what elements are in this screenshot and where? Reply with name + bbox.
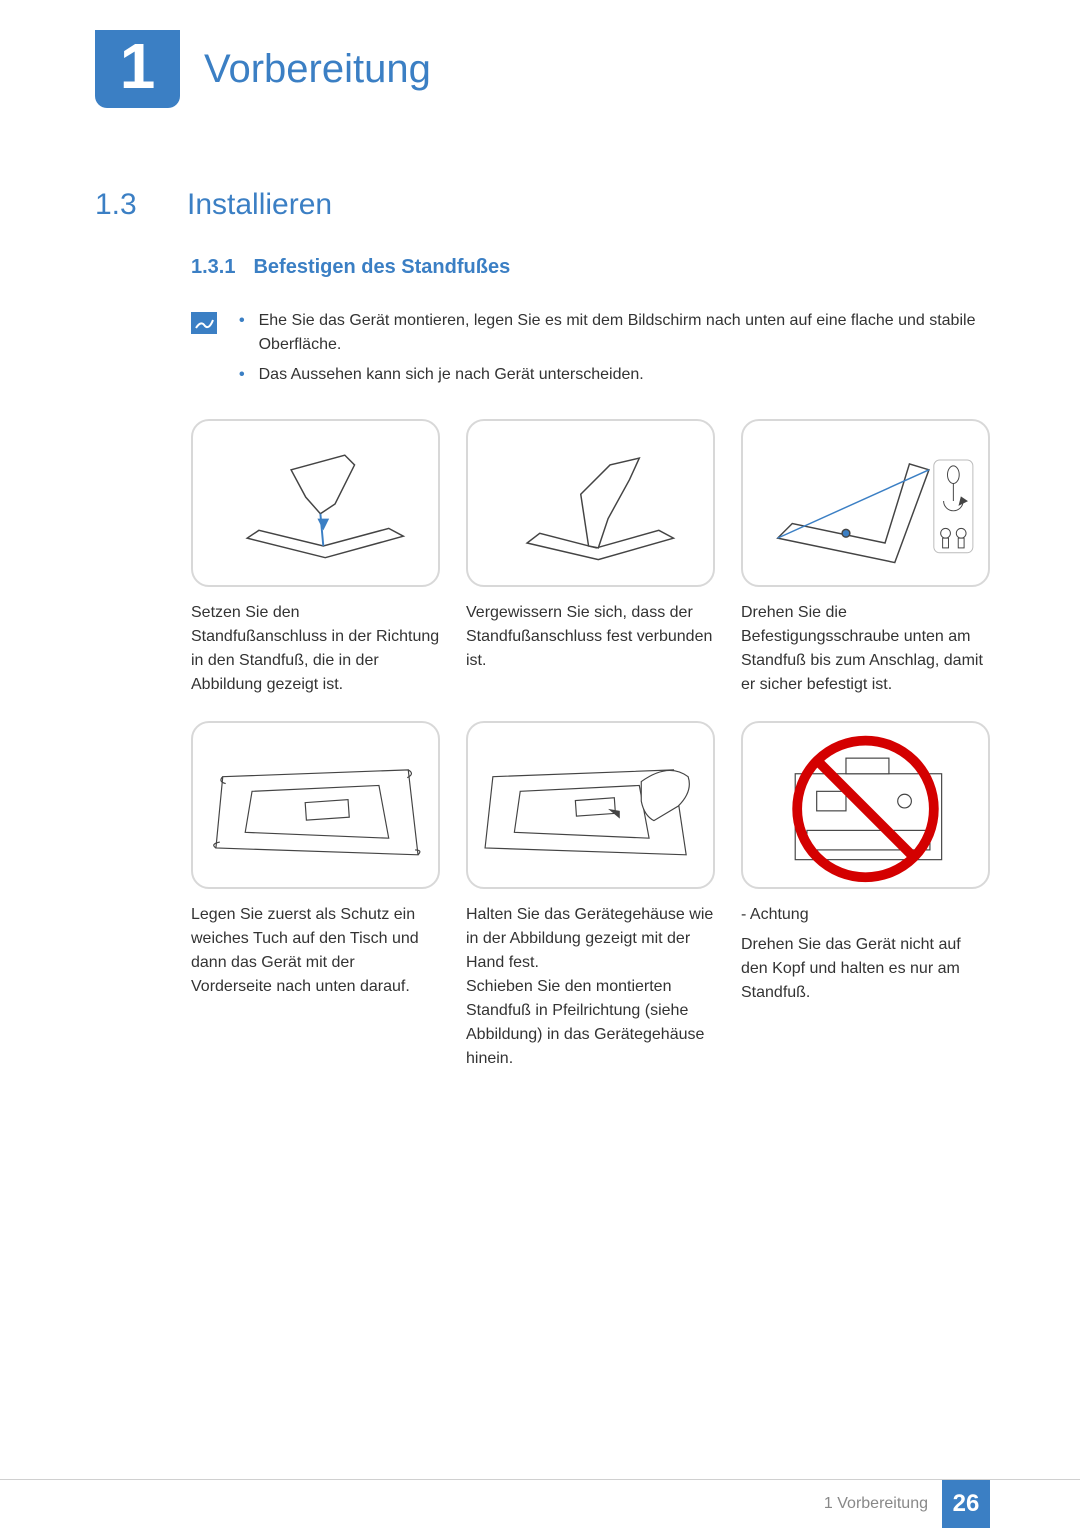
step-4: Legen Sie zuerst als Schutz ein weiches … <box>191 721 440 1071</box>
subsection-number: 1.3.1 <box>191 256 235 279</box>
step-5: Halten Sie das Gerätegehäuse wie in der … <box>466 721 715 1071</box>
footer-chapter-label: 1 Vorbereitung <box>824 1495 928 1513</box>
note-text: Das Aussehen kann sich je nach Gerät unt… <box>259 363 644 387</box>
figure-grid-row1: Setzen Sie den Standfußanschluss in der … <box>191 419 990 697</box>
chapter-title: Vorbereitung <box>204 47 431 92</box>
figure-cloth-facedown <box>191 721 440 889</box>
page-footer: 1 Vorbereitung 26 <box>0 1479 1080 1527</box>
caution-text: Drehen Sie das Gerät nicht auf den Kopf … <box>741 933 990 1005</box>
note-item: • Ehe Sie das Gerät montieren, legen Sie… <box>239 309 990 357</box>
page-number: 26 <box>942 1480 990 1528</box>
chapter-header: 1 Vorbereitung <box>95 30 990 108</box>
figure-stand-connected <box>466 419 715 587</box>
figure-hold-slide-stand <box>466 721 715 889</box>
note-icon <box>191 312 217 334</box>
bullet-icon: • <box>239 363 245 387</box>
figure-stand-insert <box>191 419 440 587</box>
note-item: • Das Aussehen kann sich je nach Gerät u… <box>239 363 990 387</box>
section-number: 1.3 <box>95 188 159 222</box>
step-3: Drehen Sie die Befestigungsschraube unte… <box>741 419 990 697</box>
figure-grid-row2: Legen Sie zuerst als Schutz ein weiches … <box>191 721 990 1071</box>
step-caption: Vergewissern Sie sich, dass der Standfuß… <box>466 601 715 673</box>
step-caption: Legen Sie zuerst als Schutz ein weiches … <box>191 903 440 999</box>
section-title: Installieren <box>187 188 332 222</box>
step-caption: Setzen Sie den Standfußanschluss in der … <box>191 601 440 697</box>
step-caption: Drehen Sie die Befestigungsschraube unte… <box>741 601 990 697</box>
note-block: • Ehe Sie das Gerät montieren, legen Sie… <box>191 309 990 393</box>
note-text: Ehe Sie das Gerät montieren, legen Sie e… <box>259 309 990 357</box>
figure-stand-screw <box>741 419 990 587</box>
step-2: Vergewissern Sie sich, dass der Standfuß… <box>466 419 715 697</box>
chapter-number-badge: 1 <box>95 30 180 108</box>
step-1: Setzen Sie den Standfußanschluss in der … <box>191 419 440 697</box>
step-caption: - Achtung Drehen Sie das Gerät nicht auf… <box>741 903 990 1005</box>
figure-warning-no-upsidedown <box>741 721 990 889</box>
bullet-icon: • <box>239 309 245 357</box>
caution-heading: - Achtung <box>741 903 990 927</box>
subsection-heading: 1.3.1 Befestigen des Standfußes <box>191 256 990 279</box>
step-caption: Halten Sie das Gerätegehäuse wie in der … <box>466 903 715 1071</box>
step-6: - Achtung Drehen Sie das Gerät nicht auf… <box>741 721 990 1071</box>
section-heading: 1.3 Installieren <box>95 188 990 222</box>
subsection-title: Befestigen des Standfußes <box>253 256 510 279</box>
